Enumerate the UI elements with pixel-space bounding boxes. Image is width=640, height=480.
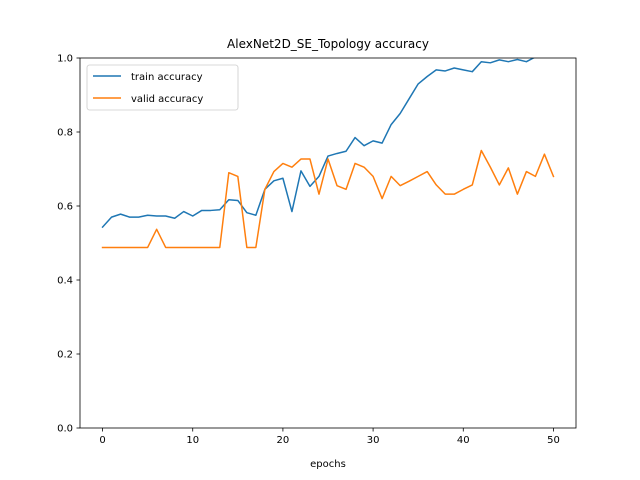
y-tick-label: 1.0 — [57, 54, 73, 65]
x-tick-label: 0 — [99, 435, 105, 446]
legend-label: train accuracy — [131, 72, 203, 83]
plot-frame — [79, 57, 577, 429]
legend: train accuracy valid accuracy — [86, 64, 239, 111]
y-tick-label: 0.2 — [57, 350, 73, 361]
y-tick-label: 0.0 — [57, 424, 73, 435]
x-axis-label: epochs — [310, 459, 346, 470]
y-tick-label: 0.8 — [57, 128, 73, 139]
y-tick-label: 0.4 — [57, 276, 73, 287]
legend-label: valid accuracy — [131, 94, 203, 105]
y-tick-label: 0.6 — [57, 202, 73, 213]
x-tick-label: 20 — [277, 435, 290, 446]
x-tick-label: 10 — [186, 435, 199, 446]
legend-box — [86, 64, 239, 111]
series-line-valid-accuracy — [101, 149, 555, 249]
x-tick-label: 30 — [367, 435, 380, 446]
series-line-train-accuracy — [101, 58, 535, 229]
chart-title: AlexNet2D_SE_Topology accuracy — [227, 37, 429, 51]
x-tick-label: 50 — [547, 435, 560, 446]
x-tick-label: 40 — [457, 435, 470, 446]
